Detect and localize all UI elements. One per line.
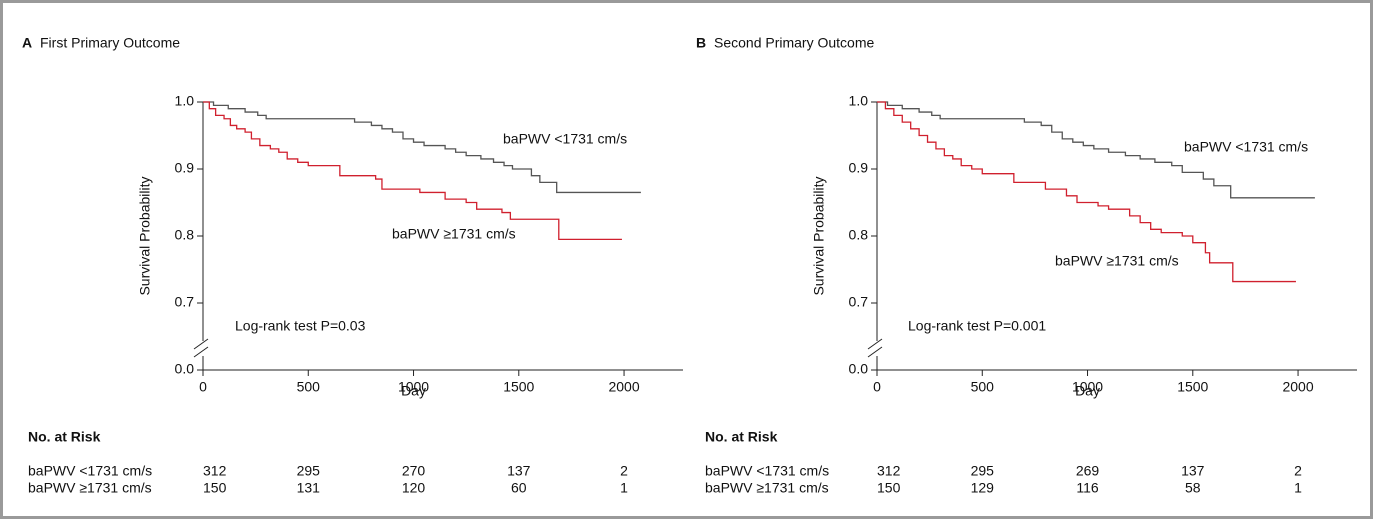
series-label: baPWV ≥1731 cm/s (392, 226, 516, 242)
risk-count: 120 (402, 480, 426, 496)
risk-count: 129 (971, 480, 995, 496)
risk-count: 150 (877, 480, 901, 496)
series-label: baPWV <1731 cm/s (1184, 139, 1308, 155)
risk-count: 2 (620, 463, 628, 479)
panel: B Second Primary Outcome 0.0 0.7 0.8 0.9 1.0 0 5… (696, 35, 1357, 496)
risk-count: 312 (877, 463, 901, 479)
risk-count: 2 (1294, 463, 1302, 479)
risk-count: 312 (203, 463, 227, 479)
panel-letter: B (696, 35, 706, 51)
annotation: Log-rank test P=0.03 (235, 318, 366, 334)
risk-count: 295 (297, 463, 321, 479)
risk-row-name: baPWV <1731 cm/s (28, 463, 152, 479)
risk-count: 1 (620, 480, 628, 496)
risk-count: 137 (1181, 463, 1205, 479)
y-tick-label: 0.9 (175, 160, 195, 176)
y-tick-label: 0.8 (849, 227, 869, 243)
risk-title: No. at Risk (705, 429, 778, 445)
survival-curve (203, 101, 641, 194)
y-tick-label: 0.8 (175, 227, 195, 243)
x-tick-label: 500 (971, 379, 995, 395)
risk-count: 131 (297, 480, 321, 496)
risk-row-name: baPWV ≥1731 cm/s (28, 480, 152, 496)
axis-break (867, 346, 883, 358)
panel-title: First Primary Outcome (40, 35, 180, 51)
x-axis-label: Day (1075, 383, 1100, 399)
y-tick-label: 1.0 (849, 93, 869, 109)
x-axis-label: Day (401, 383, 426, 399)
survival-curve (203, 101, 622, 240)
risk-count: 270 (402, 463, 426, 479)
survival-curve (877, 101, 1296, 283)
y-tick-label: 0.7 (175, 294, 195, 310)
risk-count: 116 (1076, 480, 1099, 496)
x-tick-label: 1500 (503, 379, 534, 395)
axis-break (867, 338, 883, 350)
x-tick-label: 500 (297, 379, 321, 395)
series-label: baPWV ≥1731 cm/s (1055, 253, 1179, 269)
risk-count: 58 (1185, 480, 1201, 496)
risk-title: No. at Risk (28, 429, 101, 445)
y-tick-label: 1.0 (175, 93, 195, 109)
series-label: baPWV <1731 cm/s (503, 131, 627, 147)
risk-row-name: baPWV <1731 cm/s (705, 463, 829, 479)
x-tick-label: 1500 (1177, 379, 1208, 395)
x-tick-label: 1000 (1072, 379, 1103, 395)
risk-count: 269 (1076, 463, 1100, 479)
risk-count: 1 (1294, 480, 1302, 496)
risk-count: 60 (511, 480, 527, 496)
panel-title: Second Primary Outcome (714, 35, 874, 51)
y-tick-label: 0.0 (175, 361, 195, 377)
risk-count: 150 (203, 480, 227, 496)
y-tick-label: 0.7 (849, 294, 869, 310)
y-tick-label: 0.0 (849, 361, 869, 377)
y-axis-label: Survival Probability (811, 176, 827, 295)
risk-count: 137 (507, 463, 531, 479)
x-tick-label: 0 (873, 379, 881, 395)
x-tick-label: 1000 (398, 379, 429, 395)
y-axis-label: Survival Probability (137, 176, 153, 295)
x-tick-label: 0 (199, 379, 207, 395)
axis-break (193, 346, 209, 358)
risk-row-name: baPWV ≥1731 cm/s (705, 480, 829, 496)
panel-letter: A (22, 35, 32, 51)
risk-count: 295 (971, 463, 995, 479)
y-tick-label: 0.9 (849, 160, 869, 176)
axis-break (193, 338, 209, 350)
survival-curve (877, 101, 1315, 199)
x-tick-label: 2000 (1282, 379, 1313, 395)
annotation: Log-rank test P=0.001 (908, 318, 1046, 334)
panel: A First Primary Outcome 0.0 0.7 0.8 0.9 1.0 0 50… (22, 35, 683, 496)
x-tick-label: 2000 (608, 379, 639, 395)
